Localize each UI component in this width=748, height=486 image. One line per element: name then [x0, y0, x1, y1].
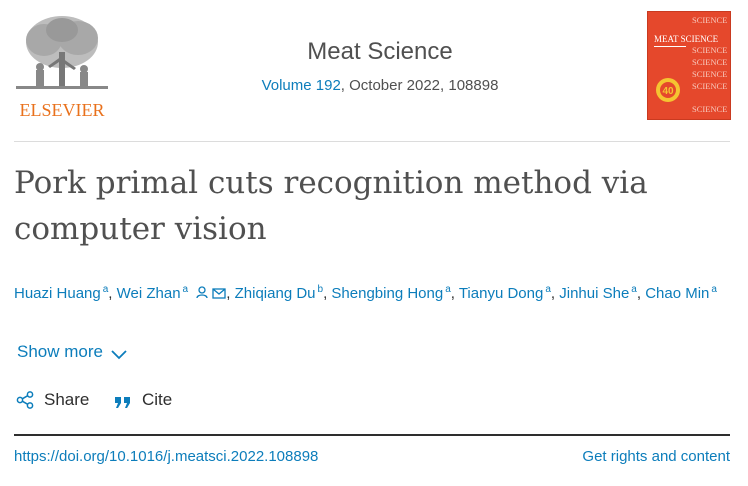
author-link[interactable]: Huazi Huang a	[14, 284, 109, 302]
cover-line: SCIENCE	[692, 104, 727, 114]
share-label: Share	[44, 390, 90, 409]
cover-line: SCIENCE	[692, 45, 727, 55]
person-icon	[196, 286, 208, 299]
cover-line: SCIENCE	[692, 57, 727, 67]
author-link[interactable]: Jinhui She a	[559, 284, 637, 302]
get-rights-link[interactable]: Get rights and content	[582, 448, 730, 465]
author-link[interactable]: Wei Zhan a	[117, 284, 227, 302]
show-more-button[interactable]: Show more	[17, 342, 127, 362]
journal-issue-info: Volume 192, October 2022, 108898	[200, 77, 560, 94]
elsevier-logo[interactable]: ELSEVIER	[14, 12, 110, 120]
mail-icon	[212, 288, 226, 299]
header-divider	[14, 141, 730, 142]
share-icon	[16, 391, 34, 409]
article-title: Pork primal cuts recognition method via …	[14, 165, 648, 247]
chevron-down-icon	[111, 350, 127, 360]
cover-line: SCIENCE	[692, 15, 727, 25]
tree-icon	[16, 16, 108, 89]
doi-link[interactable]: https://doi.org/10.1016/j.meatsci.2022.1…	[14, 448, 319, 465]
badge-number: 40	[662, 86, 674, 97]
issue-details: , October 2022, 108898	[340, 77, 499, 94]
footer-divider	[14, 434, 730, 436]
elsevier-wordmark: ELSEVIER	[19, 100, 105, 120]
author-list: Huazi Huang a, Wei Zhan a , Zhiqiang Du b, …	[14, 284, 717, 302]
journal-header: ELSEVIER Meat Science Volume 192, Octobe…	[0, 0, 748, 142]
cover-art: SCIENCE MEAT SCIENCE SCIENCE SCIENCE SCI…	[648, 12, 730, 119]
cover-line: SCIENCE	[692, 81, 727, 91]
author-link[interactable]: Tianyu Dong a	[458, 284, 551, 302]
show-more-label: Show more	[17, 342, 103, 361]
author-link[interactable]: Zhiqiang Du b	[234, 284, 324, 302]
quote-icon	[115, 397, 130, 408]
cite-label: Cite	[142, 390, 173, 409]
author-link[interactable]: Shengbing Hong a	[331, 284, 451, 302]
cite-button[interactable]: Cite	[114, 390, 172, 410]
journal-cover-image[interactable]: SCIENCE MEAT SCIENCE SCIENCE SCIENCE SCI…	[648, 12, 730, 119]
cover-line: SCIENCE	[692, 69, 727, 79]
share-button[interactable]: Share	[16, 390, 89, 410]
author-link[interactable]: Chao Min a	[645, 284, 717, 302]
journal-title[interactable]: Meat Science	[307, 38, 453, 65]
cover-title: MEAT SCIENCE	[654, 34, 719, 44]
volume-link[interactable]: Volume 192	[261, 77, 341, 94]
